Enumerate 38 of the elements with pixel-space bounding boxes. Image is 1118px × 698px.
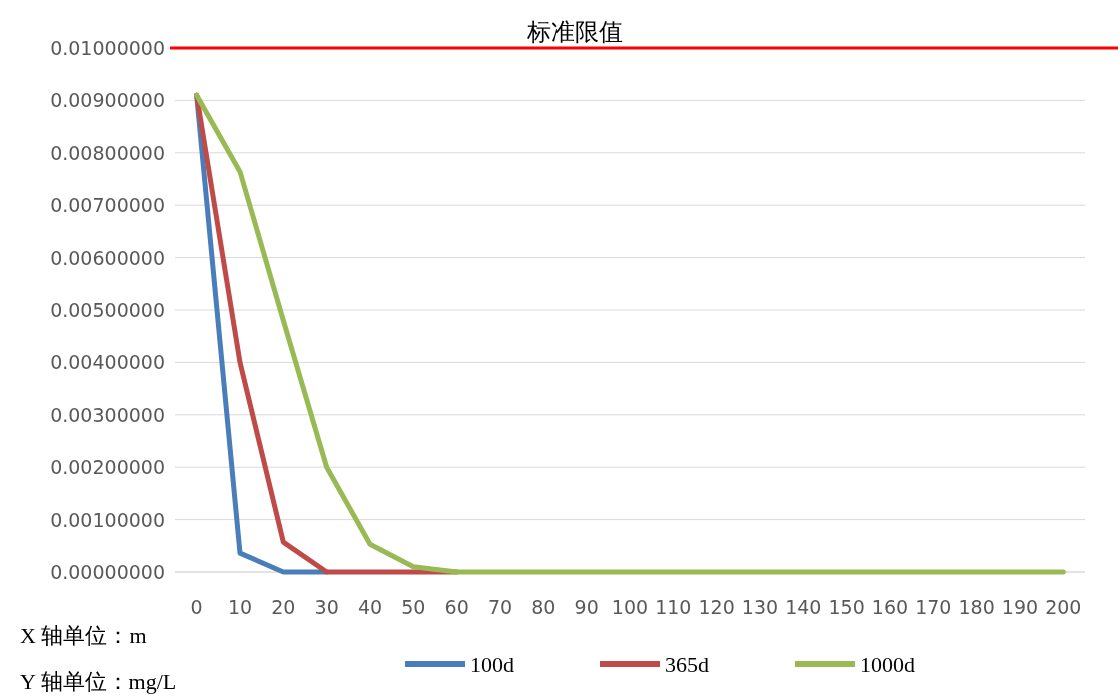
legend-label: 365d (665, 652, 709, 677)
x-tick-label: 120 (698, 596, 735, 618)
x-tick-label: 90 (574, 596, 599, 618)
y-tick-label: 0.00200000 (50, 456, 165, 479)
x-tick-label: 160 (871, 596, 909, 618)
x-tick-label: 0 (190, 596, 203, 618)
x-tick-label: 150 (828, 596, 865, 618)
legend-label: 1000d (860, 652, 915, 677)
ref-line-label: 标准限值 (526, 18, 623, 46)
x-tick-label: 70 (487, 596, 513, 618)
x-tick-label: 80 (531, 596, 556, 618)
x-tick-label: 170 (915, 596, 952, 618)
x-tick-label: 60 (444, 596, 469, 618)
x-tick-label: 140 (785, 596, 822, 618)
y-tick-label: 0.00900000 (50, 89, 165, 112)
legend-label: 100d (470, 652, 514, 677)
x-tick-label: 40 (357, 596, 383, 618)
y-tick-label: 0.00000000 (50, 561, 165, 583)
text: Y 轴单位：mg/L (20, 669, 177, 694)
y-tick-label: 0.00700000 (50, 194, 165, 217)
x-tick-label: 110 (655, 596, 692, 618)
y-tick-label: 0.00100000 (50, 508, 165, 531)
y-tick-label: 0.00800000 (50, 141, 165, 164)
text: X 轴单位：m (20, 623, 147, 648)
x-tick-label: 200 (1045, 596, 1082, 618)
y-tick-label: 0.00300000 (50, 403, 165, 426)
x-tick-label: 10 (227, 596, 253, 618)
x-tick-label: 180 (958, 596, 995, 618)
y-tick-label: 0.01000000 (50, 37, 165, 59)
x-tick-label: 30 (314, 596, 339, 618)
y-tick-label: 0.00500000 (50, 299, 165, 321)
x-tick-label: 50 (401, 596, 426, 618)
x-tick-label: 190 (1001, 596, 1039, 618)
y-tick-label: 0.00400000 (50, 351, 165, 374)
x-tick-label: 20 (271, 596, 296, 618)
y-tick-label: 0.00600000 (50, 246, 165, 269)
x-tick-label: 130 (741, 596, 779, 618)
x-tick-label: 100 (611, 596, 649, 618)
